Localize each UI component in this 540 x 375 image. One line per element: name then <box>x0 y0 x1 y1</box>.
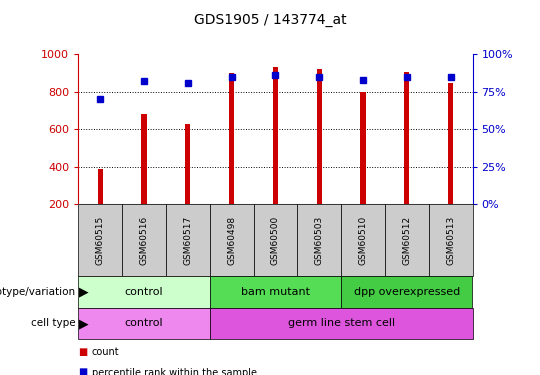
Text: GSM60513: GSM60513 <box>446 215 455 265</box>
Text: GSM60512: GSM60512 <box>402 215 411 265</box>
Text: GSM60503: GSM60503 <box>315 215 323 265</box>
Text: ■: ■ <box>78 347 87 357</box>
Bar <box>141 114 147 204</box>
Bar <box>98 169 103 204</box>
Bar <box>448 84 453 204</box>
Bar <box>404 72 409 204</box>
Bar <box>273 67 278 204</box>
Bar <box>360 92 366 204</box>
Text: ▶: ▶ <box>79 285 89 298</box>
Bar <box>316 69 322 204</box>
Text: count: count <box>92 347 119 357</box>
Text: ▶: ▶ <box>79 317 89 330</box>
Bar <box>229 73 234 204</box>
Text: ■: ■ <box>78 368 87 375</box>
Text: cell type: cell type <box>31 318 76 328</box>
Text: GSM60517: GSM60517 <box>183 215 192 265</box>
Text: GSM60500: GSM60500 <box>271 215 280 265</box>
Text: percentile rank within the sample: percentile rank within the sample <box>92 368 257 375</box>
Text: GSM60515: GSM60515 <box>96 215 105 265</box>
Text: germ line stem cell: germ line stem cell <box>287 318 395 328</box>
Text: GSM60516: GSM60516 <box>139 215 148 265</box>
Text: control: control <box>125 318 163 328</box>
Bar <box>185 124 191 204</box>
Text: bam mutant: bam mutant <box>241 286 310 297</box>
Text: GDS1905 / 143774_at: GDS1905 / 143774_at <box>194 13 346 27</box>
Text: GSM60510: GSM60510 <box>359 215 368 265</box>
Text: control: control <box>125 286 163 297</box>
Text: dpp overexpressed: dpp overexpressed <box>354 286 460 297</box>
Text: genotype/variation: genotype/variation <box>0 286 76 297</box>
Text: GSM60498: GSM60498 <box>227 215 236 265</box>
